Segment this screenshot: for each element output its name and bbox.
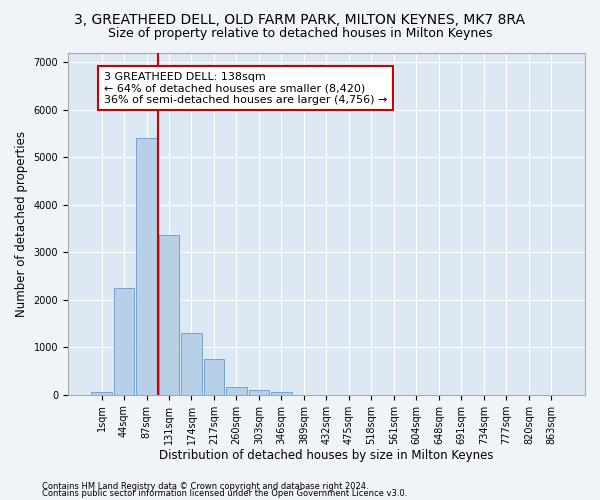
Bar <box>136 138 157 394</box>
Text: 3, GREATHEED DELL, OLD FARM PARK, MILTON KEYNES, MK7 8RA: 3, GREATHEED DELL, OLD FARM PARK, MILTON… <box>74 12 526 26</box>
Text: Contains HM Land Registry data © Crown copyright and database right 2024.: Contains HM Land Registry data © Crown c… <box>42 482 368 491</box>
Bar <box>114 288 134 395</box>
Text: Contains public sector information licensed under the Open Government Licence v3: Contains public sector information licen… <box>42 488 407 498</box>
Y-axis label: Number of detached properties: Number of detached properties <box>15 130 28 316</box>
X-axis label: Distribution of detached houses by size in Milton Keynes: Distribution of detached houses by size … <box>159 450 494 462</box>
Bar <box>181 333 202 394</box>
Text: 3 GREATHEED DELL: 138sqm
← 64% of detached houses are smaller (8,420)
36% of sem: 3 GREATHEED DELL: 138sqm ← 64% of detach… <box>104 72 387 104</box>
Text: Size of property relative to detached houses in Milton Keynes: Size of property relative to detached ho… <box>108 28 492 40</box>
Bar <box>91 392 112 394</box>
Bar <box>159 236 179 394</box>
Bar <box>204 359 224 394</box>
Bar <box>271 392 292 394</box>
Bar <box>249 390 269 394</box>
Bar <box>226 386 247 394</box>
